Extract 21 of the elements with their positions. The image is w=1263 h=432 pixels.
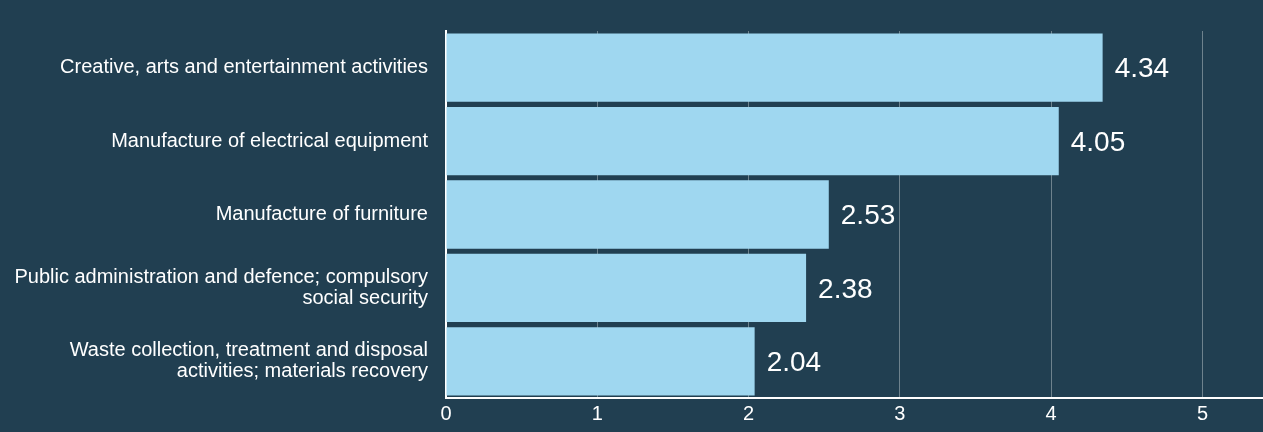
bar bbox=[446, 180, 829, 249]
x-tick-label: 4 bbox=[1045, 401, 1057, 424]
data-label: 2.38 bbox=[818, 272, 873, 304]
data-label: 2.04 bbox=[766, 346, 822, 378]
x-tick-label: 0 bbox=[440, 401, 452, 424]
bar bbox=[446, 253, 807, 323]
data-label: 4.05 bbox=[1070, 125, 1126, 157]
y-tick-label: Creative, arts and entertainment activities bbox=[60, 55, 428, 78]
x-tick-label: 5 bbox=[1196, 401, 1209, 424]
bar bbox=[446, 33, 1103, 102]
y-tick-label: Manufacture of electrical equipment bbox=[111, 128, 429, 151]
y-tick-label: Manufacture of furniture bbox=[215, 202, 428, 225]
data-label: 4.34 bbox=[1114, 52, 1170, 84]
bar bbox=[446, 327, 755, 396]
y-tick-label: Public administration and defence; compulsory social security bbox=[14, 264, 428, 308]
x-tick-label: 3 bbox=[894, 401, 906, 424]
y-tick-label: Waste collection, treatment and disposal activities; materials recovery bbox=[69, 338, 428, 382]
x-tick-label: 1 bbox=[591, 401, 603, 424]
bar bbox=[446, 106, 1059, 176]
data-label: 2.53 bbox=[840, 199, 896, 231]
x-tick-label: 2 bbox=[743, 401, 755, 424]
